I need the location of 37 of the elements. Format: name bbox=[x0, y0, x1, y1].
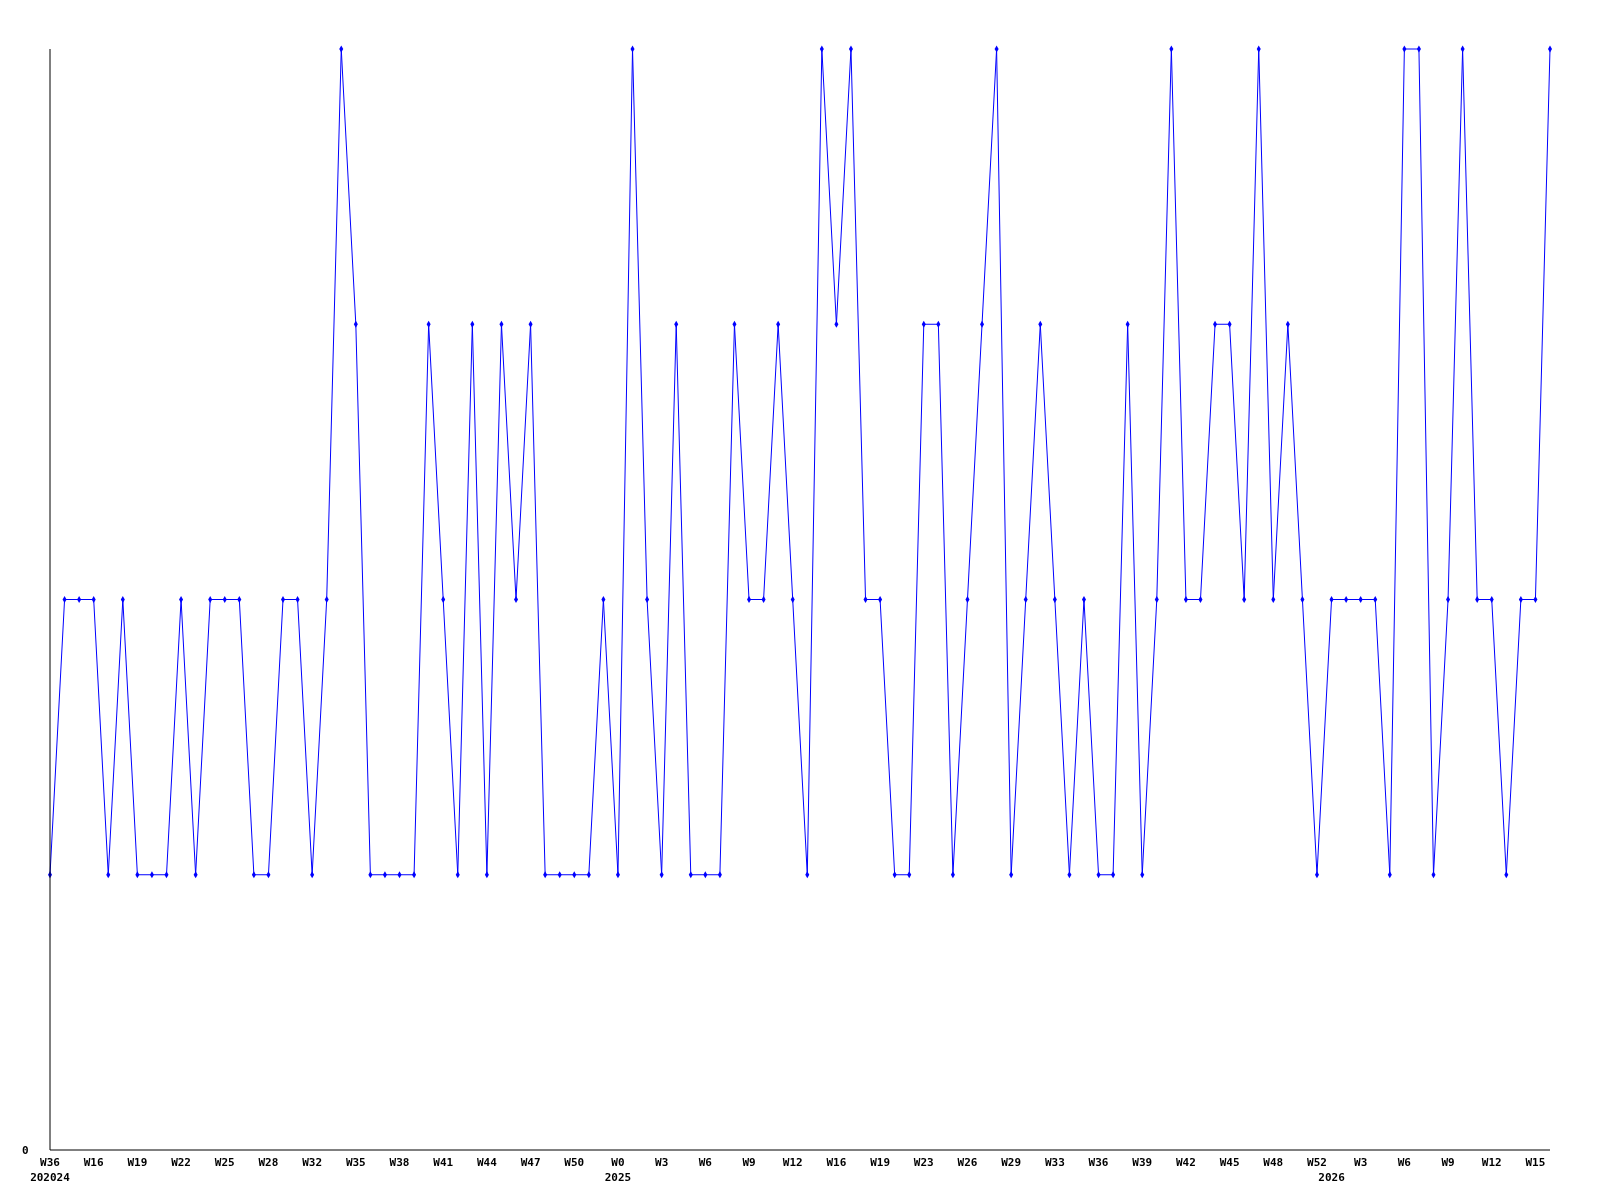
x-tick-label: 2026 bbox=[1318, 1171, 1346, 1184]
x-tick-label: W26 bbox=[957, 1156, 978, 1169]
x-tick-label: W9 bbox=[1441, 1156, 1455, 1169]
x-tick-label: W35 bbox=[345, 1156, 366, 1169]
x-tick-label: W28 bbox=[258, 1156, 279, 1169]
x-tick-label: W47 bbox=[520, 1156, 541, 1169]
x-tick-label: W33 bbox=[1044, 1156, 1065, 1169]
x-tick-label: W16 bbox=[83, 1156, 104, 1169]
x-tick-label: W15 bbox=[1525, 1156, 1546, 1169]
x-tick-label: W38 bbox=[389, 1156, 410, 1169]
x-tick-label: W36 202024 bbox=[30, 1156, 71, 1184]
x-tick-label: W6 bbox=[1397, 1156, 1412, 1169]
x-tick-label: W45 bbox=[1219, 1156, 1240, 1169]
x-tick-label: W22 bbox=[171, 1156, 192, 1169]
x-tick-label: W19 bbox=[870, 1156, 891, 1169]
x-tick-label: W12 bbox=[1481, 1156, 1502, 1169]
x-tick-label: W6 bbox=[698, 1156, 713, 1169]
x-tick-label: W29 bbox=[1001, 1156, 1022, 1169]
x-tick-label: W3 bbox=[655, 1156, 669, 1169]
x-tick-label: W44 bbox=[476, 1156, 498, 1169]
x-tick-label: W52 bbox=[1307, 1156, 1327, 1169]
x-tick-label: W9 bbox=[742, 1156, 756, 1169]
x-tick-label: W25 bbox=[214, 1156, 235, 1169]
x-tick-label: W32 bbox=[302, 1156, 323, 1169]
x-tick-label: W50 bbox=[564, 1156, 585, 1169]
x-tick-label: W23 bbox=[913, 1156, 934, 1169]
x-tick-label: W19 bbox=[127, 1156, 148, 1169]
x-tick-label: W3 bbox=[1354, 1156, 1368, 1169]
x-tick-label: W16 bbox=[826, 1156, 847, 1169]
x-tick-label: W39 bbox=[1132, 1156, 1153, 1169]
x-tick-label: W48 bbox=[1263, 1156, 1284, 1169]
x-tick-label: W41 bbox=[433, 1156, 454, 1169]
x-tick-label: W12 bbox=[782, 1156, 803, 1169]
text: 0 bbox=[22, 1144, 29, 1157]
x-tick-label: W42 bbox=[1175, 1156, 1196, 1169]
x-tick-label: W0 2025 bbox=[604, 1156, 632, 1184]
x-tick-label: W36 bbox=[1088, 1156, 1109, 1169]
